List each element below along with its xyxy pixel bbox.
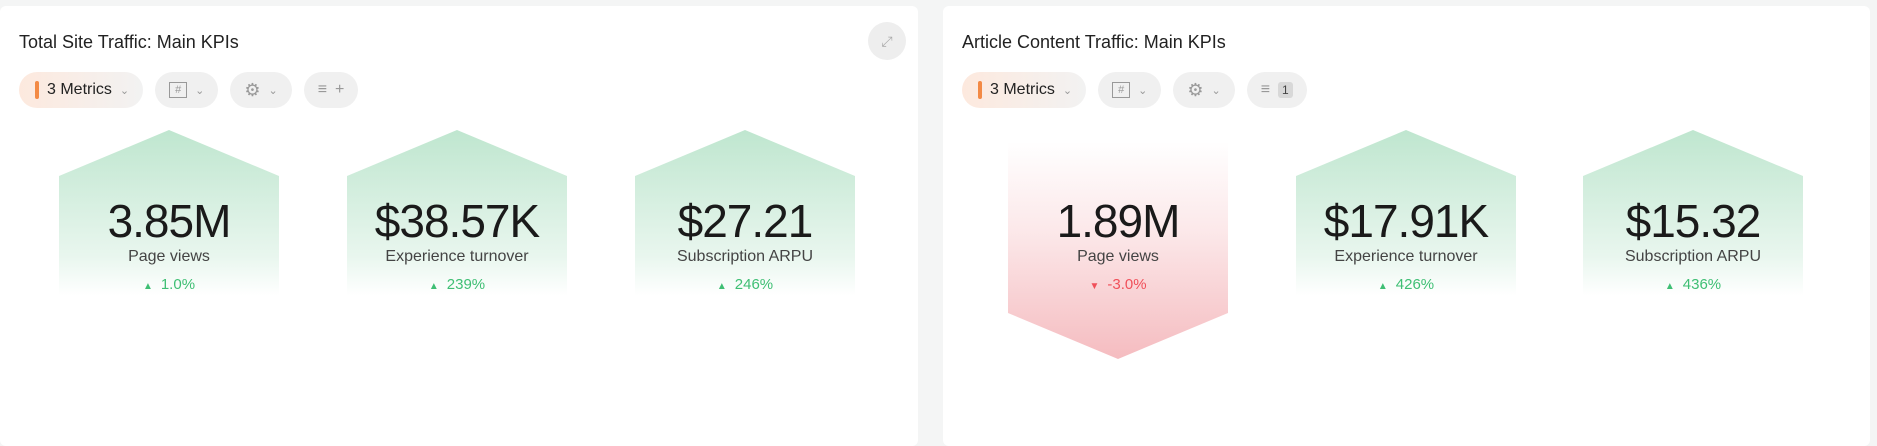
kpi-tile: 1.89M Page views ▼ -3.0% — [1008, 130, 1228, 360]
kpi-change: ▲ 426% — [1296, 276, 1516, 293]
metrics-label: 3 Metrics — [990, 81, 1055, 98]
panel-total-site-traffic: Total Site Traffic: Main KPIs ⤢ 3 Metric… — [0, 6, 918, 446]
kpi-label: Page views — [1077, 248, 1159, 265]
kpi-label: Experience turnover — [385, 248, 529, 265]
kpi-change: ▲ 246% — [635, 276, 855, 293]
kpi-change-value: 426% — [1395, 276, 1435, 293]
kpi-change: ▼ -3.0% — [1008, 276, 1228, 293]
kpi-change: ▲ 436% — [1583, 276, 1803, 293]
hexagon-shape — [1008, 130, 1228, 359]
triangle-down-icon: ▼ — [1089, 281, 1100, 292]
chevron-down-icon: ⌄ — [119, 84, 130, 97]
kpi-change-value: 1.0% — [160, 276, 196, 293]
panel-title: Total Site Traffic: Main KPIs — [19, 32, 239, 52]
gear-icon: ⚙ — [1187, 79, 1204, 100]
kpi-label: Page views — [128, 248, 210, 265]
panel-title: Article Content Traffic: Main KPIs — [962, 32, 1226, 52]
hash-icon: # — [169, 82, 188, 98]
kpi-change-value: 246% — [734, 276, 774, 293]
kpi-change: ▲ 1.0% — [59, 276, 279, 293]
hexagon-shape — [1583, 130, 1803, 360]
kpi-tile: $38.57K Experience turnover ▲ 239% — [347, 130, 567, 360]
hexagon-shape — [59, 130, 279, 360]
metrics-dropdown[interactable]: 3 Metrics ⌄ — [19, 72, 144, 108]
expand-icon[interactable]: ⤢ — [868, 22, 906, 60]
kpi-change-value: 239% — [446, 276, 486, 293]
triangle-up-icon: ▲ — [716, 281, 727, 292]
kpi-label: Subscription ARPU — [676, 248, 814, 265]
chevron-down-icon: ⌄ — [1211, 84, 1221, 97]
triangle-up-icon: ▲ — [428, 281, 439, 292]
settings-dropdown[interactable]: ⚙ ⌄ — [1173, 72, 1235, 108]
kpi-tile: 3.85M Page views ▲ 1.0% — [59, 130, 279, 360]
metrics-label: 3 Metrics — [47, 81, 112, 98]
filter-count-badge: 1 — [1278, 82, 1293, 98]
filter-icon: ≡ — [1260, 81, 1271, 98]
chevron-down-icon: ⌄ — [1062, 84, 1073, 97]
accent-bar — [35, 81, 39, 99]
gear-icon: ⚙ — [244, 79, 261, 100]
chevron-down-icon: ⌄ — [268, 84, 278, 97]
kpi-value: $15.32 — [1625, 195, 1762, 247]
kpi-tile: $27.21 Subscription ARPU ▲ 246% — [635, 130, 855, 360]
number-format-dropdown[interactable]: # ⌄ — [1098, 72, 1162, 108]
kpi-label: Experience turnover — [1334, 248, 1478, 265]
settings-dropdown[interactable]: ⚙ ⌄ — [230, 72, 292, 108]
hexagon-shape — [347, 130, 567, 360]
kpi-change: ▲ 239% — [347, 276, 567, 293]
panel-article-content-traffic: Article Content Traffic: Main KPIs 3 Met… — [943, 6, 1870, 446]
add-filter-icon: + — [335, 81, 345, 98]
triangle-up-icon: ▲ — [1377, 281, 1388, 292]
filter-button[interactable]: ≡ + — [303, 72, 359, 108]
hash-icon: # — [1112, 82, 1131, 98]
kpi-value: $17.91K — [1323, 195, 1489, 247]
triangle-up-icon: ▲ — [142, 281, 153, 292]
chevron-down-icon: ⌄ — [1138, 84, 1148, 97]
kpi-tile: $17.91K Experience turnover ▲ 426% — [1296, 130, 1516, 360]
triangle-up-icon: ▲ — [1664, 281, 1675, 292]
filter-button[interactable]: ≡ 1 — [1246, 72, 1307, 108]
kpi-value: $27.21 — [677, 195, 814, 247]
kpi-value: 3.85M — [107, 195, 232, 247]
kpi-value: $38.57K — [374, 195, 540, 247]
filter-icon: ≡ — [317, 81, 328, 98]
hexagon-shape — [635, 130, 855, 360]
kpi-value: 1.89M — [1056, 195, 1181, 247]
kpi-change-value: 436% — [1682, 276, 1722, 293]
accent-bar — [978, 81, 982, 99]
metrics-dropdown[interactable]: 3 Metrics ⌄ — [962, 72, 1087, 108]
kpi-tile: $15.32 Subscription ARPU ▲ 436% — [1583, 130, 1803, 360]
chevron-down-icon: ⌄ — [195, 84, 205, 97]
number-format-dropdown[interactable]: # ⌄ — [155, 72, 219, 108]
kpi-change-value: -3.0% — [1107, 276, 1147, 293]
kpi-label: Subscription ARPU — [1624, 248, 1762, 265]
hexagon-shape — [1296, 130, 1516, 360]
